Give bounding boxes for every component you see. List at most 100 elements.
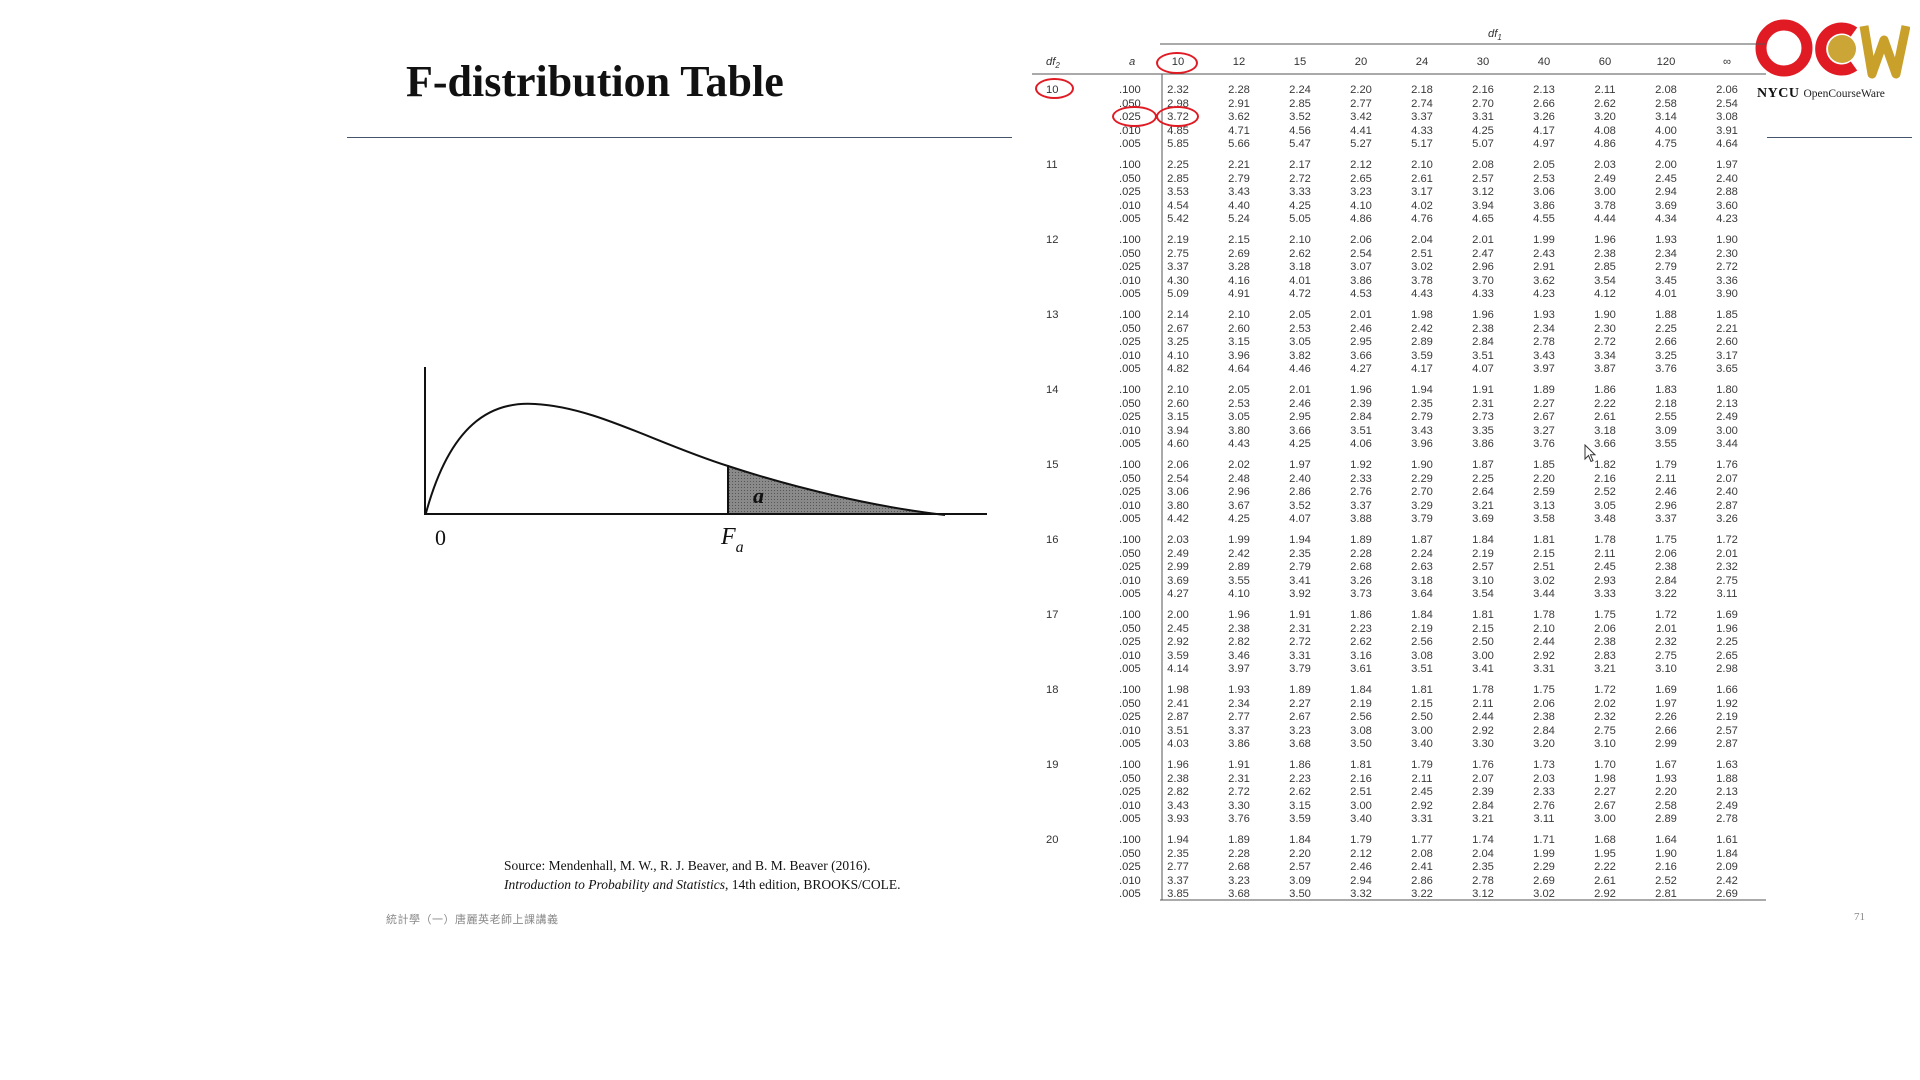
table-cell: 1.77 <box>1411 834 1433 846</box>
table-cell: 1.72 <box>1716 534 1738 546</box>
table-cell: 3.50 <box>1350 738 1372 750</box>
table-cell: 4.43 <box>1228 438 1250 450</box>
table-cell: 2.70 <box>1472 97 1494 110</box>
table-cell: 3.46 <box>1228 649 1250 662</box>
table-cell: 1.90 <box>1411 459 1433 471</box>
df2-row-label: 20 <box>1046 834 1059 846</box>
table-cell: 2.93 <box>1594 574 1616 587</box>
table-cell: 3.12 <box>1472 186 1494 198</box>
table-cell: 1.81 <box>1350 759 1372 771</box>
table-cell: 3.31 <box>1533 663 1555 675</box>
table-cell: 3.02 <box>1533 888 1555 900</box>
table-cell: 3.94 <box>1472 199 1494 212</box>
table-cell: 1.94 <box>1411 384 1433 396</box>
table-cell: 2.04 <box>1472 847 1494 860</box>
table-cell: 2.32 <box>1716 561 1738 573</box>
table-cell: 3.17 <box>1716 349 1738 362</box>
table-cell: 1.97 <box>1716 159 1738 171</box>
table-cell: 2.79 <box>1228 172 1250 185</box>
table-cell: 4.71 <box>1228 124 1250 137</box>
table-cell: 2.25 <box>1716 636 1738 648</box>
table-cell: 3.00 <box>1350 799 1372 812</box>
alpha-level-label: .010 <box>1119 199 1141 212</box>
table-cell: 2.40 <box>1289 472 1311 485</box>
table-cell: 4.60 <box>1167 438 1189 450</box>
alpha-level-label: .005 <box>1119 363 1141 375</box>
table-cell: 2.92 <box>1472 724 1494 737</box>
table-cell: 3.37 <box>1167 874 1189 887</box>
table-cell: 2.25 <box>1167 159 1189 171</box>
table-cell: 3.10 <box>1472 574 1494 587</box>
table-cell: 4.85 <box>1167 124 1189 137</box>
table-cell: 2.11 <box>1594 84 1616 96</box>
table-cell: 4.55 <box>1533 213 1555 225</box>
table-cell: 2.54 <box>1350 247 1372 260</box>
table-cell: 2.59 <box>1533 486 1555 498</box>
table-cell: 3.69 <box>1167 574 1189 587</box>
table-cell: 3.15 <box>1167 411 1189 423</box>
table-cell: 2.00 <box>1167 609 1189 621</box>
table-cell: 4.10 <box>1228 588 1250 600</box>
f-distribution-curve: a 0 Fa <box>424 367 987 556</box>
table-cell: 3.06 <box>1533 186 1555 198</box>
alpha-level-label: .050 <box>1119 772 1141 785</box>
table-cell: 2.07 <box>1716 472 1738 485</box>
table-cell: 3.96 <box>1411 438 1433 450</box>
table-cell: 3.32 <box>1350 888 1372 900</box>
table-cell: 2.72 <box>1716 261 1738 273</box>
table-cell: 1.83 <box>1655 384 1677 396</box>
alpha-level-label: .100 <box>1119 309 1141 321</box>
table-cell: 3.15 <box>1289 799 1311 812</box>
table-cell: 2.38 <box>1472 322 1494 335</box>
table-cell: 2.25 <box>1472 472 1494 485</box>
table-cell: 4.86 <box>1594 138 1616 150</box>
table-cell: 4.53 <box>1350 288 1372 300</box>
table-cell: 3.62 <box>1228 111 1250 123</box>
table-cell: 3.14 <box>1655 111 1677 123</box>
table-cell: 2.67 <box>1533 411 1555 423</box>
table-cell: 2.11 <box>1411 772 1433 785</box>
table-cell: 3.66 <box>1594 438 1616 450</box>
table-cell: 1.71 <box>1533 834 1555 846</box>
table-cell: 3.42 <box>1350 111 1372 123</box>
table-cell: 2.45 <box>1655 172 1677 185</box>
table-cell: 3.20 <box>1594 111 1616 123</box>
table-cell: 4.41 <box>1350 124 1372 137</box>
table-cell: 3.11 <box>1716 588 1738 600</box>
table-cell: 2.06 <box>1533 697 1555 710</box>
table-cell: 2.67 <box>1594 799 1616 812</box>
table-cell: 2.32 <box>1594 711 1616 723</box>
table-cell: 1.97 <box>1655 697 1677 710</box>
table-cell: 2.49 <box>1167 547 1189 560</box>
table-cell: 3.28 <box>1228 261 1250 273</box>
table-cell: 3.76 <box>1228 813 1250 825</box>
table-cell: 3.86 <box>1228 738 1250 750</box>
table-cell: 2.29 <box>1411 472 1433 485</box>
table-cell: 2.01 <box>1289 384 1311 396</box>
table-cell: 3.51 <box>1350 424 1372 437</box>
alpha-level-label: .010 <box>1119 424 1141 437</box>
table-cell: 2.46 <box>1350 322 1372 335</box>
table-cell: 3.21 <box>1594 663 1616 675</box>
table-cell: 2.82 <box>1167 786 1189 798</box>
table-cell: 2.51 <box>1533 561 1555 573</box>
table-cell: 3.93 <box>1167 813 1189 825</box>
table-cell: 2.11 <box>1594 547 1616 560</box>
table-cell: 2.57 <box>1716 724 1738 737</box>
table-cell: 2.10 <box>1167 384 1189 396</box>
alpha-level-label: .100 <box>1119 834 1141 846</box>
df2-label: df <box>1046 56 1056 68</box>
alpha-level-label: .050 <box>1119 397 1141 410</box>
table-cell: 4.72 <box>1289 288 1311 300</box>
table-cell: 2.22 <box>1594 397 1616 410</box>
table-cell: 2.18 <box>1411 84 1433 96</box>
alpha-level-label: .025 <box>1119 336 1141 348</box>
page-number: 71 <box>1854 911 1865 923</box>
table-cell: 3.58 <box>1533 513 1555 525</box>
table-cell: 2.61 <box>1411 172 1433 185</box>
table-cell: 2.96 <box>1655 499 1677 512</box>
table-cell: 2.92 <box>1411 799 1433 812</box>
table-cell: 3.05 <box>1594 499 1616 512</box>
table-cell: 1.79 <box>1655 459 1677 471</box>
table-cell: 4.25 <box>1289 438 1311 450</box>
